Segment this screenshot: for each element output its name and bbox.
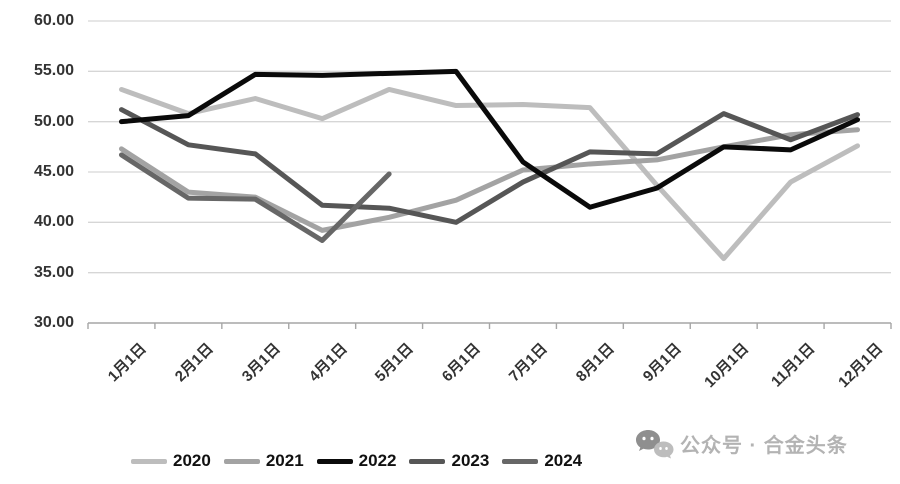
legend-label: 2021	[265, 451, 304, 470]
series-line-2020	[118, 86, 861, 262]
legend-swatch	[409, 458, 446, 464]
legend-item-2022: 2022	[316, 451, 397, 471]
legend-item-2023: 2023	[409, 451, 489, 471]
chart-legend: 2020 2021 2022 2023 2024	[131, 451, 582, 471]
legend-swatch	[502, 458, 539, 464]
legend-label: 2024	[544, 451, 583, 470]
wechat-chat-bubbles-icon	[636, 430, 674, 459]
legend-label: 2020	[173, 451, 211, 470]
y-axis-label: 40.00	[33, 213, 74, 231]
legend-item-2021: 2021	[223, 451, 304, 471]
legend-swatch	[131, 458, 167, 464]
legend-swatch	[223, 458, 260, 464]
legend-item-2020: 2020	[131, 451, 211, 471]
y-axis-label: 30.00	[33, 314, 74, 331]
watermark: 公众号 · 合金头条	[634, 429, 848, 461]
y-axis-label: 35.00	[33, 263, 74, 281]
y-axis-label: 55.00	[33, 62, 74, 80]
legend-label: 2022	[358, 451, 397, 470]
legend-swatch	[316, 458, 353, 464]
series-line-2021	[118, 127, 861, 233]
legend-item-2024: 2024	[502, 451, 582, 471]
series-line-2023	[118, 107, 861, 225]
y-axis-label: 60.00	[33, 12, 74, 29]
y-axis-label: 50.00	[33, 112, 74, 130]
series-line-2022	[118, 68, 861, 210]
y-axis-label: 45.00	[33, 163, 74, 180]
watermark-text: 公众号 · 合金头条	[680, 435, 848, 457]
legend-label: 2023	[451, 451, 490, 470]
series-line-2024	[118, 152, 392, 243]
